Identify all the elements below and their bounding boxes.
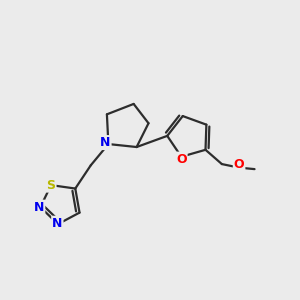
Text: O: O	[176, 153, 187, 166]
Text: N: N	[100, 136, 111, 149]
Text: O: O	[234, 158, 244, 171]
Text: N: N	[34, 201, 44, 214]
Text: S: S	[46, 178, 56, 192]
Text: N: N	[52, 217, 62, 230]
